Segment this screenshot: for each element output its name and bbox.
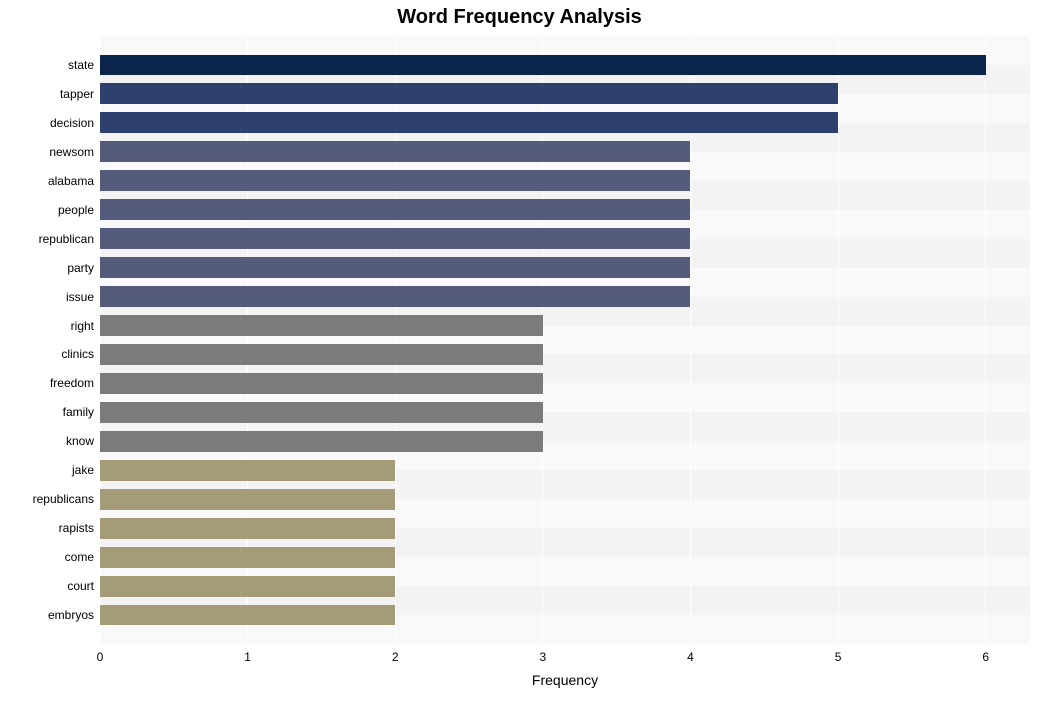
y-tick-label: embryos: [0, 606, 94, 624]
bar: [100, 55, 986, 76]
bar: [100, 112, 838, 133]
bar: [100, 431, 543, 452]
x-tick-label: 2: [392, 650, 399, 664]
y-tick-label: know: [0, 432, 94, 450]
bar: [100, 489, 395, 510]
bar: [100, 605, 395, 626]
y-tick-label: alabama: [0, 172, 94, 190]
bar: [100, 141, 690, 162]
y-tick-label: party: [0, 259, 94, 277]
bar: [100, 199, 690, 220]
y-tick-label: freedom: [0, 374, 94, 392]
y-tick-label: right: [0, 317, 94, 335]
bar: [100, 83, 838, 104]
x-axis-title: Frequency: [532, 672, 598, 688]
y-tick-label: people: [0, 201, 94, 219]
y-tick-label: jake: [0, 461, 94, 479]
x-tick-label: 5: [835, 650, 842, 664]
x-tick-label: 1: [244, 650, 251, 664]
plot-area: [100, 36, 1030, 644]
chart-title: Word Frequency Analysis: [0, 6, 1039, 29]
bar: [100, 344, 543, 365]
bar: [100, 170, 690, 191]
x-gridline: [985, 36, 986, 644]
bar: [100, 576, 395, 597]
bar: [100, 547, 395, 568]
x-tick-label: 4: [687, 650, 694, 664]
y-tick-label: decision: [0, 114, 94, 132]
y-tick-label: tapper: [0, 85, 94, 103]
bar: [100, 402, 543, 423]
y-tick-label: court: [0, 577, 94, 595]
x-tick-label: 0: [97, 650, 104, 664]
x-tick-label: 3: [540, 650, 547, 664]
figure-container: Word Frequency Analysis state tapper decis…: [0, 0, 1039, 701]
y-tick-label: issue: [0, 288, 94, 306]
y-tick-label: come: [0, 548, 94, 566]
y-tick-label: newsom: [0, 143, 94, 161]
x-tick-label: 6: [982, 650, 989, 664]
bar: [100, 257, 690, 278]
bar: [100, 518, 395, 539]
y-tick-label: clinics: [0, 345, 94, 363]
bar: [100, 286, 690, 307]
y-tick-label: family: [0, 403, 94, 421]
y-tick-label: republicans: [0, 490, 94, 508]
y-tick-label: republican: [0, 230, 94, 248]
y-tick-label: state: [0, 56, 94, 74]
y-tick-label: rapists: [0, 519, 94, 537]
bar: [100, 373, 543, 394]
bar: [100, 315, 543, 336]
bar: [100, 228, 690, 249]
bar: [100, 460, 395, 481]
